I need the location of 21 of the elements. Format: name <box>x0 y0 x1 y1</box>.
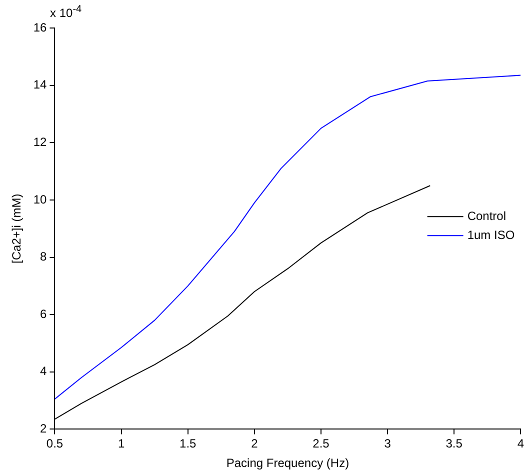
y-tick-label: 6 <box>40 306 48 321</box>
x-tick-label: 3.5 <box>446 436 463 451</box>
x-tick-label: 1 <box>118 436 125 451</box>
text: x 10$^{-4}$ <box>50 4 82 20</box>
y-tick-label: 10 <box>33 192 48 206</box>
x-tick-label: 4 <box>517 436 524 451</box>
y-tick-label: 8 <box>40 250 48 264</box>
x-tick-label: 1.5 <box>180 436 197 451</box>
y-axis-title: [Ca2+]i (mM) <box>10 194 24 264</box>
x-tick-label: 3 <box>384 436 392 451</box>
y-tick-label: 4 <box>40 364 48 378</box>
x-tick-label: 2.5 <box>312 436 330 451</box>
y-tick-label: 2 <box>40 422 48 436</box>
y-tick-label: 14 <box>33 78 48 92</box>
y-tick-label: 16 <box>33 20 48 34</box>
legend-label: 1um ISO <box>467 228 515 242</box>
x-tick-label: 0.5 <box>46 436 64 451</box>
y-tick-label: 12 <box>33 134 48 149</box>
x-tick-label: 2 <box>251 436 258 451</box>
x-axis-title: Pacing Frequency (Hz) <box>226 456 350 470</box>
legend-label: Control <box>467 208 506 223</box>
